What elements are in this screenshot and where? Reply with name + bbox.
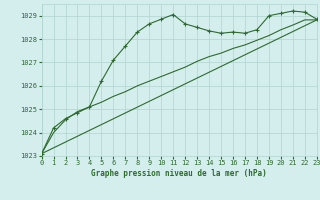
X-axis label: Graphe pression niveau de la mer (hPa): Graphe pression niveau de la mer (hPa) — [91, 169, 267, 178]
